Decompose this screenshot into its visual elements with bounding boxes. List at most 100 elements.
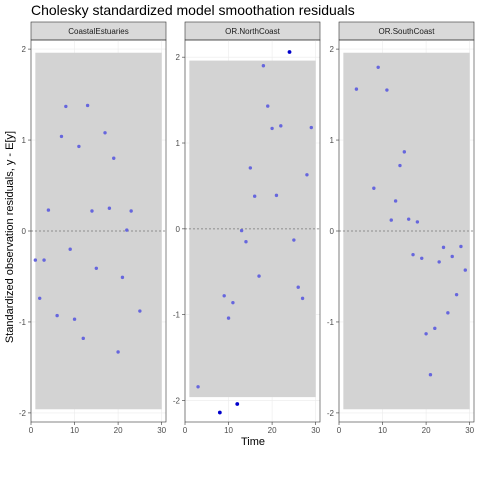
x-tick-label: 0 <box>337 426 342 435</box>
y-tick-label: 0 <box>330 227 335 236</box>
x-tick-label: 10 <box>378 426 387 435</box>
x-tick-label: 10 <box>224 426 233 435</box>
confidence-band <box>35 52 162 410</box>
facet-strip-label: OR.SouthCoast <box>378 27 435 36</box>
residual-point <box>103 131 107 135</box>
residual-point <box>68 247 72 251</box>
y-tick-label: -1 <box>173 311 181 320</box>
residual-point <box>463 268 467 272</box>
y-axis-title: Standardized observation residuals, y - … <box>4 131 16 343</box>
y-tick-label: 2 <box>330 45 335 54</box>
panel-border <box>184 39 321 423</box>
residual-point <box>239 228 244 233</box>
residual-point <box>72 317 77 321</box>
confidence-band <box>189 60 316 398</box>
y-tick-label: 1 <box>22 136 27 145</box>
residual-point <box>292 238 296 242</box>
residual-point <box>354 87 359 91</box>
residual-point <box>411 252 415 257</box>
y-tick-label: -2 <box>19 409 27 418</box>
residual-point <box>55 313 59 318</box>
residual-point <box>222 294 226 298</box>
residual-point <box>402 150 407 154</box>
residual-point <box>446 311 450 315</box>
chart-title: Cholesky standardized model smoothation … <box>31 2 355 18</box>
residual-point <box>424 332 428 336</box>
residual-point <box>266 104 270 108</box>
residual-point <box>300 296 305 301</box>
residual-point <box>261 64 266 68</box>
confidence-band <box>343 52 470 410</box>
residual-point <box>376 65 380 69</box>
residual-point <box>437 260 441 264</box>
x-axis-title: Time <box>241 436 265 448</box>
residual-point <box>129 209 133 213</box>
y-tick-label: 0 <box>22 227 27 236</box>
x-tick-label: 30 <box>311 426 320 435</box>
residual-point <box>257 274 261 278</box>
residual-point <box>116 350 120 354</box>
residual-point-outlier <box>287 50 292 54</box>
residual-point <box>38 296 42 301</box>
x-tick-label: 10 <box>70 426 79 435</box>
residual-point <box>450 254 454 259</box>
residual-point <box>248 166 253 170</box>
residual-point <box>33 258 38 262</box>
residual-point <box>64 104 68 109</box>
y-tick-label: 2 <box>22 45 27 54</box>
residual-point <box>196 385 200 389</box>
residual-point <box>372 186 376 190</box>
residual-point <box>125 228 129 232</box>
x-tick-label: 0 <box>29 426 34 435</box>
x-tick-label: 30 <box>465 426 474 435</box>
residual-point <box>385 88 389 92</box>
facet-strip-label: OR.NorthCoast <box>225 27 280 36</box>
residual-point <box>252 194 257 198</box>
x-tick-label: 20 <box>268 426 277 435</box>
residual-point <box>279 124 283 128</box>
residual-point <box>305 173 309 177</box>
y-tick-label: -1 <box>327 318 335 327</box>
residual-point <box>406 217 411 221</box>
residual-point <box>393 199 398 203</box>
residual-point <box>398 163 402 168</box>
x-tick-label: 20 <box>422 426 431 435</box>
residual-point <box>81 336 85 341</box>
residual-point <box>138 309 142 313</box>
x-tick-label: 0 <box>183 426 188 435</box>
residual-point <box>454 292 459 297</box>
residual-point <box>226 316 231 320</box>
residual-point <box>309 125 313 130</box>
residual-point <box>42 258 46 262</box>
residual-point <box>441 245 446 250</box>
residual-point <box>270 126 274 131</box>
residual-point <box>244 240 248 244</box>
y-tick-label: -2 <box>173 397 181 406</box>
residual-point <box>231 300 235 305</box>
residual-point <box>77 144 81 149</box>
residual-point <box>85 103 90 108</box>
y-tick-label: -1 <box>19 318 27 327</box>
facet-strip-label: CoastalEstuaries <box>68 27 128 36</box>
y-tick-label: -2 <box>327 409 335 418</box>
residual-point-outlier <box>235 402 240 406</box>
x-tick-label: 30 <box>157 426 166 435</box>
residual-point <box>90 209 94 213</box>
residual-point <box>94 266 99 270</box>
residual-point <box>433 326 437 331</box>
residual-point <box>120 275 125 280</box>
residual-point <box>420 256 424 260</box>
y-tick-label: 2 <box>176 53 181 62</box>
residual-point <box>415 220 420 224</box>
y-tick-label: 1 <box>176 139 181 148</box>
residual-point <box>274 193 279 198</box>
y-tick-label: 1 <box>330 136 335 145</box>
residual-point <box>46 208 51 212</box>
x-tick-label: 20 <box>114 426 123 435</box>
residual-point <box>428 373 433 377</box>
residual-point <box>296 285 300 289</box>
residual-point <box>389 218 393 222</box>
residual-point-outlier <box>217 410 222 415</box>
